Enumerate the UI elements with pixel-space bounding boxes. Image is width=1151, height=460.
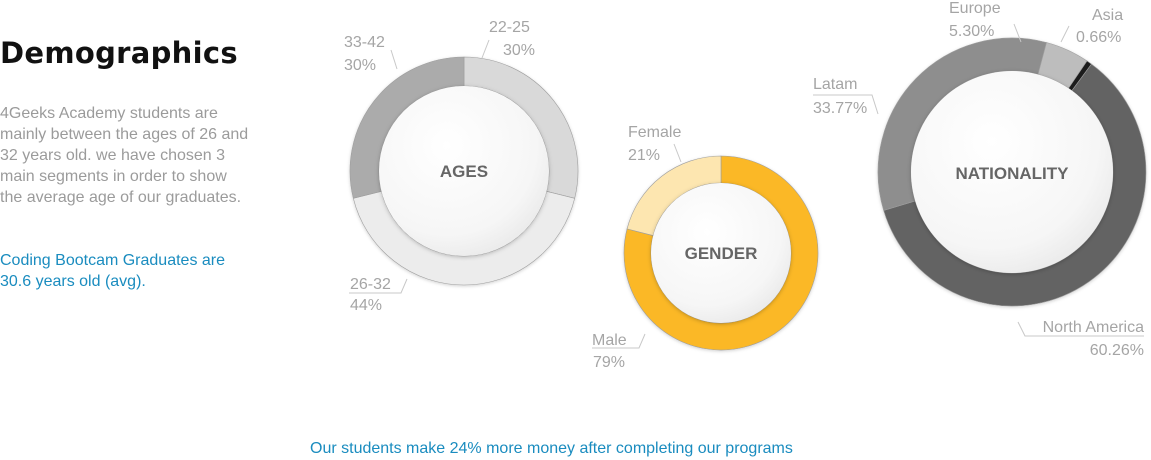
ages-donut-chart: AGES 22-25 30% 33-42 30% 26-32 44% bbox=[344, 19, 579, 314]
gender-center-label: GENDER bbox=[685, 244, 758, 263]
gender-female-leader bbox=[673, 143, 682, 163]
ages-center-label: AGES bbox=[440, 162, 488, 181]
nationality-latam-value: 33.77% bbox=[813, 100, 867, 117]
ages-33-42-leader bbox=[390, 49, 398, 70]
nationality-asia-value: 0.66% bbox=[1076, 29, 1121, 46]
nationality-donut-chart: NATIONALITY Europe 5.30% Asia 0.66% Lata… bbox=[813, 0, 1147, 359]
gender-inner-disc bbox=[651, 183, 791, 323]
nationality-europe-value: 5.30% bbox=[949, 23, 994, 40]
gender-male-value: 79% bbox=[593, 354, 625, 371]
ages-inner-disc bbox=[379, 86, 549, 256]
gender-male-label: Male bbox=[592, 332, 627, 349]
ages-22-25-leader bbox=[481, 39, 490, 59]
nationality-asia-label: Asia bbox=[1092, 7, 1123, 24]
nationality-center-label: NATIONALITY bbox=[955, 164, 1069, 183]
nationality-inner-disc bbox=[911, 71, 1113, 273]
nationality-europe-leader bbox=[1013, 23, 1022, 43]
gender-slice-female bbox=[626, 155, 722, 236]
nationality-latam-leader bbox=[813, 94, 879, 115]
ages-26-32-leader bbox=[349, 278, 408, 294]
gender-female-value: 21% bbox=[628, 147, 660, 164]
nationality-north-america-label: North America bbox=[1043, 319, 1144, 336]
ages-22-25-value: 30% bbox=[503, 42, 535, 59]
nationality-asia-leader bbox=[1060, 25, 1070, 43]
average-age-highlight: Coding Bootcam Graduates are 30.6 years … bbox=[0, 252, 226, 290]
ages-26-32-label: 26-32 bbox=[350, 276, 391, 293]
nationality-europe-label: Europe bbox=[949, 0, 1001, 17]
gender-donut-chart: GENDER Female 21% Male 79% bbox=[592, 124, 819, 371]
ages-33-42-value: 30% bbox=[344, 57, 376, 74]
page-title: Demographics bbox=[0, 36, 238, 70]
gender-male-leader bbox=[592, 333, 646, 349]
description-text: 4Geeks Academy students are mainly betwe… bbox=[0, 105, 249, 206]
gender-female-label: Female bbox=[628, 124, 681, 141]
nationality-latam-label: Latam bbox=[813, 76, 857, 93]
ages-26-32-value: 44% bbox=[350, 297, 382, 314]
ages-33-42-label: 33-42 bbox=[344, 34, 385, 51]
ages-22-25-label: 22-25 bbox=[489, 19, 530, 36]
footer-income-note: Our students make 24% more money after c… bbox=[310, 440, 793, 457]
nationality-north-america-value: 60.26% bbox=[1090, 342, 1144, 359]
nationality-north-america-leader bbox=[1017, 321, 1144, 337]
